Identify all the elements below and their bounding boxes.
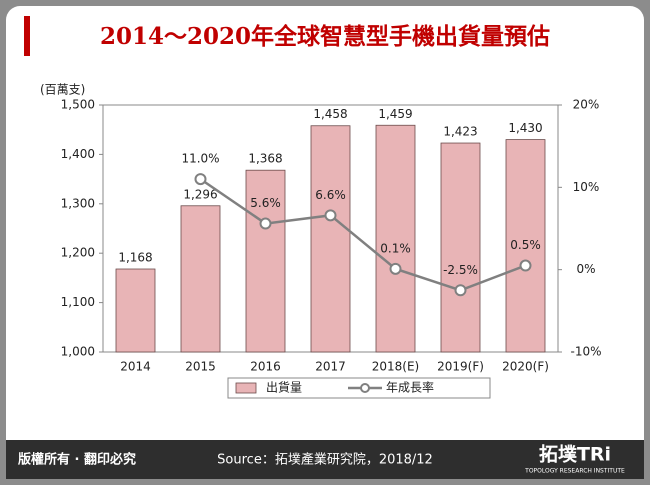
line-value-label: 0.5%	[510, 238, 541, 252]
y2-tick-label: 0%	[576, 262, 595, 276]
bar-value-label: 1,296	[183, 187, 217, 201]
legend-label: 出貨量	[266, 380, 302, 395]
x-tick-label: 2016	[250, 360, 281, 374]
bar	[115, 268, 156, 353]
y-axis-label: (百萬支)	[40, 83, 85, 97]
bar-value-label: 1,368	[248, 152, 282, 166]
line-marker	[259, 217, 272, 230]
bar	[180, 205, 221, 353]
y2-tick-label: 20%	[573, 98, 600, 112]
line-marker	[389, 262, 402, 275]
bar-value-label: 1,459	[378, 107, 412, 121]
logo-subtitle: TOPOLOGY RESEARCH INSTITUTE	[524, 468, 625, 475]
legend-label: 年成長率	[386, 380, 434, 395]
line-marker	[519, 259, 532, 272]
line-value-label: 6.6%	[315, 188, 346, 202]
line-value-label: 11.0%	[181, 152, 219, 166]
y-tick-label: 1,200	[61, 246, 95, 260]
bar-value-label: 1,168	[118, 251, 152, 265]
y-tick-label: 1,000	[61, 345, 95, 359]
legend-marker	[360, 383, 370, 393]
line-marker	[324, 209, 337, 222]
y-tick-label: 1,300	[61, 196, 95, 210]
line-marker	[454, 284, 467, 297]
bar-value-label: 1,458	[313, 107, 347, 121]
line-value-label: 5.6%	[250, 196, 281, 210]
line-value-label: 0.1%	[380, 241, 411, 255]
bar	[245, 169, 286, 353]
logo: 拓墣TRi	[539, 443, 611, 466]
source: Source：拓墣產業研究院，2018/12	[217, 452, 433, 468]
growth-line	[199, 178, 526, 292]
legend-swatch	[235, 382, 257, 394]
x-tick-label: 2014	[120, 360, 151, 374]
title-accent	[24, 16, 30, 56]
line-value-label: -2.5%	[443, 263, 478, 277]
line-marker	[194, 173, 207, 186]
chart-title: 2014～2020年全球智慧型手機出貨量預估	[100, 23, 550, 50]
y2-tick-label: 10%	[573, 180, 600, 194]
y-tick-label: 1,100	[61, 295, 95, 309]
bar	[505, 139, 546, 353]
bar-value-label: 1,430	[508, 121, 542, 135]
y-tick-label: 1,400	[61, 147, 95, 161]
x-tick-label: 2020(F)	[502, 360, 549, 374]
x-tick-label: 2015	[185, 360, 216, 374]
x-tick-label: 2019(F)	[437, 360, 484, 374]
footer-bar	[6, 440, 644, 479]
bar	[310, 125, 351, 353]
bar	[375, 124, 416, 353]
y2-tick-label: -10%	[570, 345, 601, 359]
y-tick-label: 1,500	[61, 98, 95, 112]
bar-value-label: 1,423	[443, 125, 477, 139]
x-tick-label: 2018(E)	[372, 360, 419, 374]
copyright: 版權所有 · 翻印必究	[18, 452, 136, 468]
x-tick-label: 2017	[315, 360, 346, 374]
bar	[440, 142, 481, 353]
